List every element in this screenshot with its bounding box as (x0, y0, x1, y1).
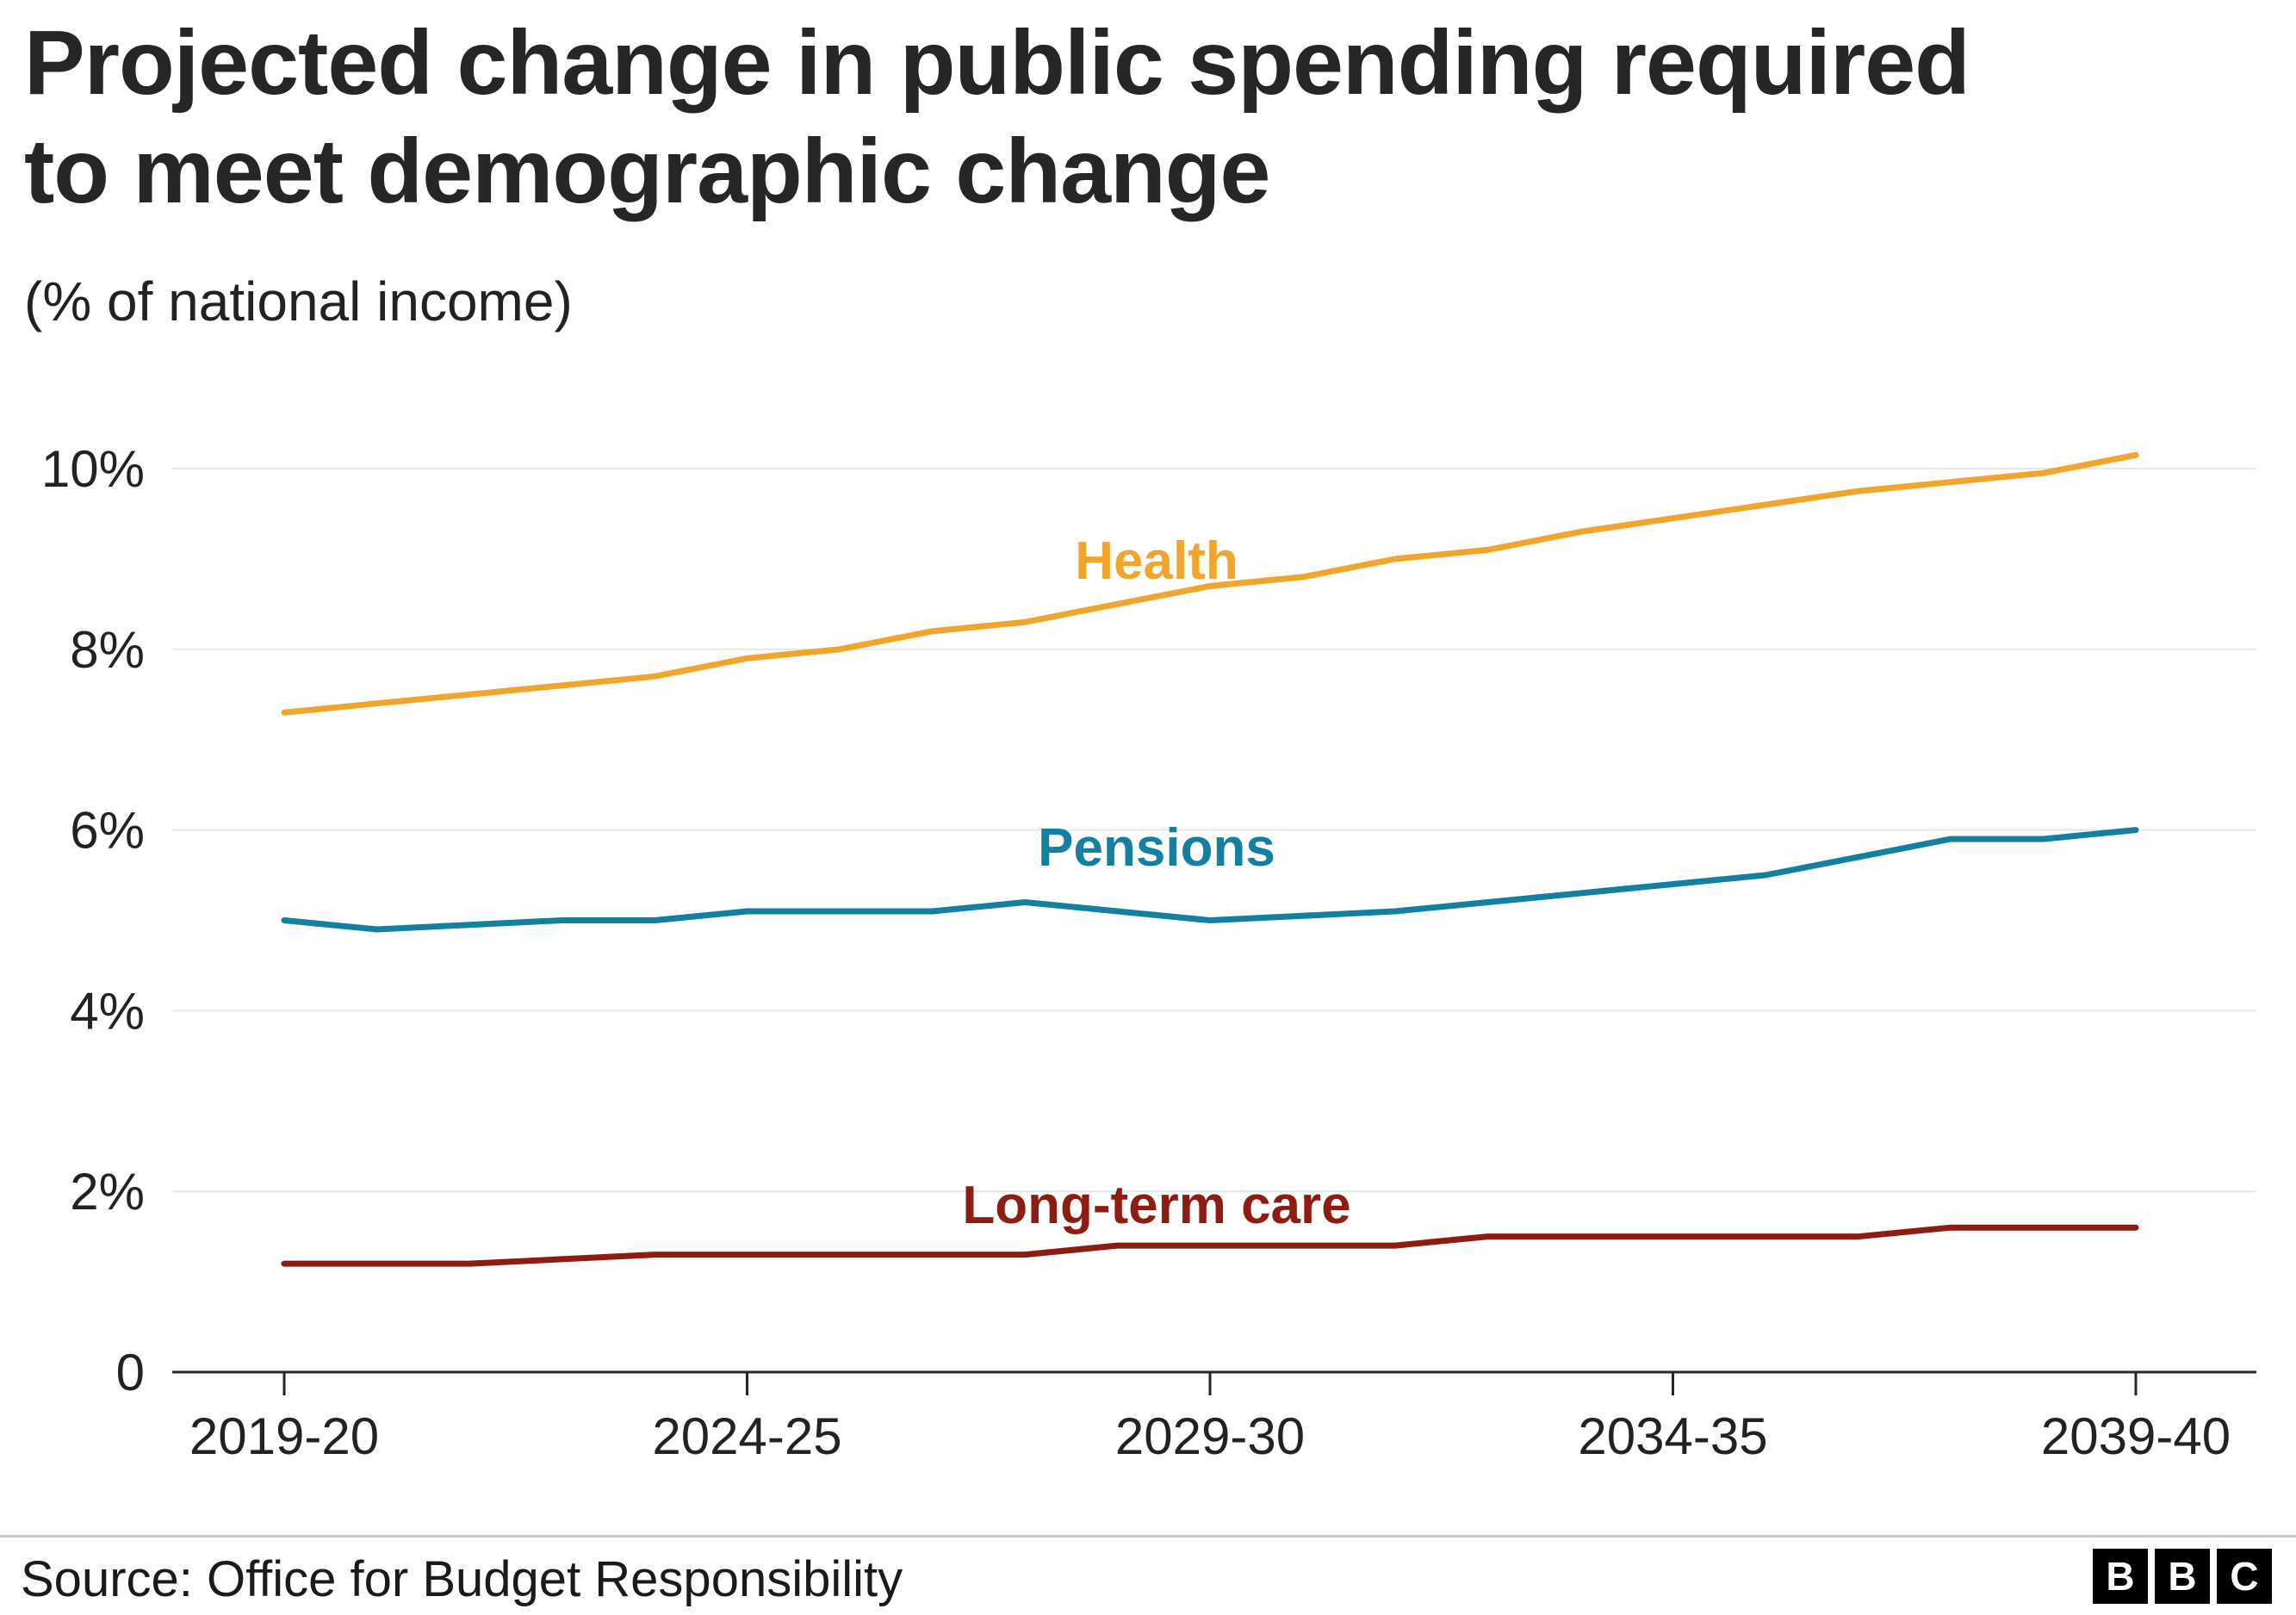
series-line-health (281, 451, 2139, 716)
chart-title: Projected change in public spending requ… (24, 9, 2262, 226)
bbc-logo-letter: C (2217, 1549, 2272, 1604)
chart-title-line2: to meet demographic change (24, 121, 1271, 222)
chart-subtitle: (% of national income) (24, 270, 573, 332)
x-tick-label: 2019-20 (189, 1407, 379, 1465)
y-tick-label: 6% (70, 802, 145, 860)
series-line-long-term-care (281, 1224, 2139, 1267)
y-tick-label: 0 (116, 1344, 145, 1401)
x-tick-label: 2029-30 (1115, 1407, 1305, 1465)
series-label-health: Health (1075, 531, 1238, 591)
series-label-pensions: Pensions (1038, 818, 1275, 878)
x-tick-label: 2024-25 (652, 1407, 841, 1465)
y-tick-label: 8% (70, 621, 145, 679)
footer-divider (0, 1535, 2296, 1537)
x-tick-label: 2034-35 (1578, 1407, 1767, 1465)
bbc-logo: B B C (2093, 1549, 2272, 1604)
bbc-logo-letter: B (2093, 1549, 2148, 1604)
y-tick-label: 10% (41, 440, 145, 498)
series-line-pensions (281, 827, 2139, 933)
line-chart: 0 2% 4% 6% 8% 10% 2019-20 2024-25 2029-30 2034-35… (41, 440, 2256, 1465)
chart-title-line1: Projected change in public spending requ… (24, 12, 1970, 114)
bbc-logo-letter: B (2155, 1549, 2210, 1604)
x-tick-label: 2039-40 (2041, 1407, 2231, 1465)
y-tick-label: 2% (70, 1163, 145, 1221)
y-tick-label: 4% (70, 982, 145, 1040)
source-attribution: Source: Office for Budget Responsibility (21, 1551, 903, 1607)
series-label-long-term-care: Long-term care (962, 1176, 1350, 1235)
